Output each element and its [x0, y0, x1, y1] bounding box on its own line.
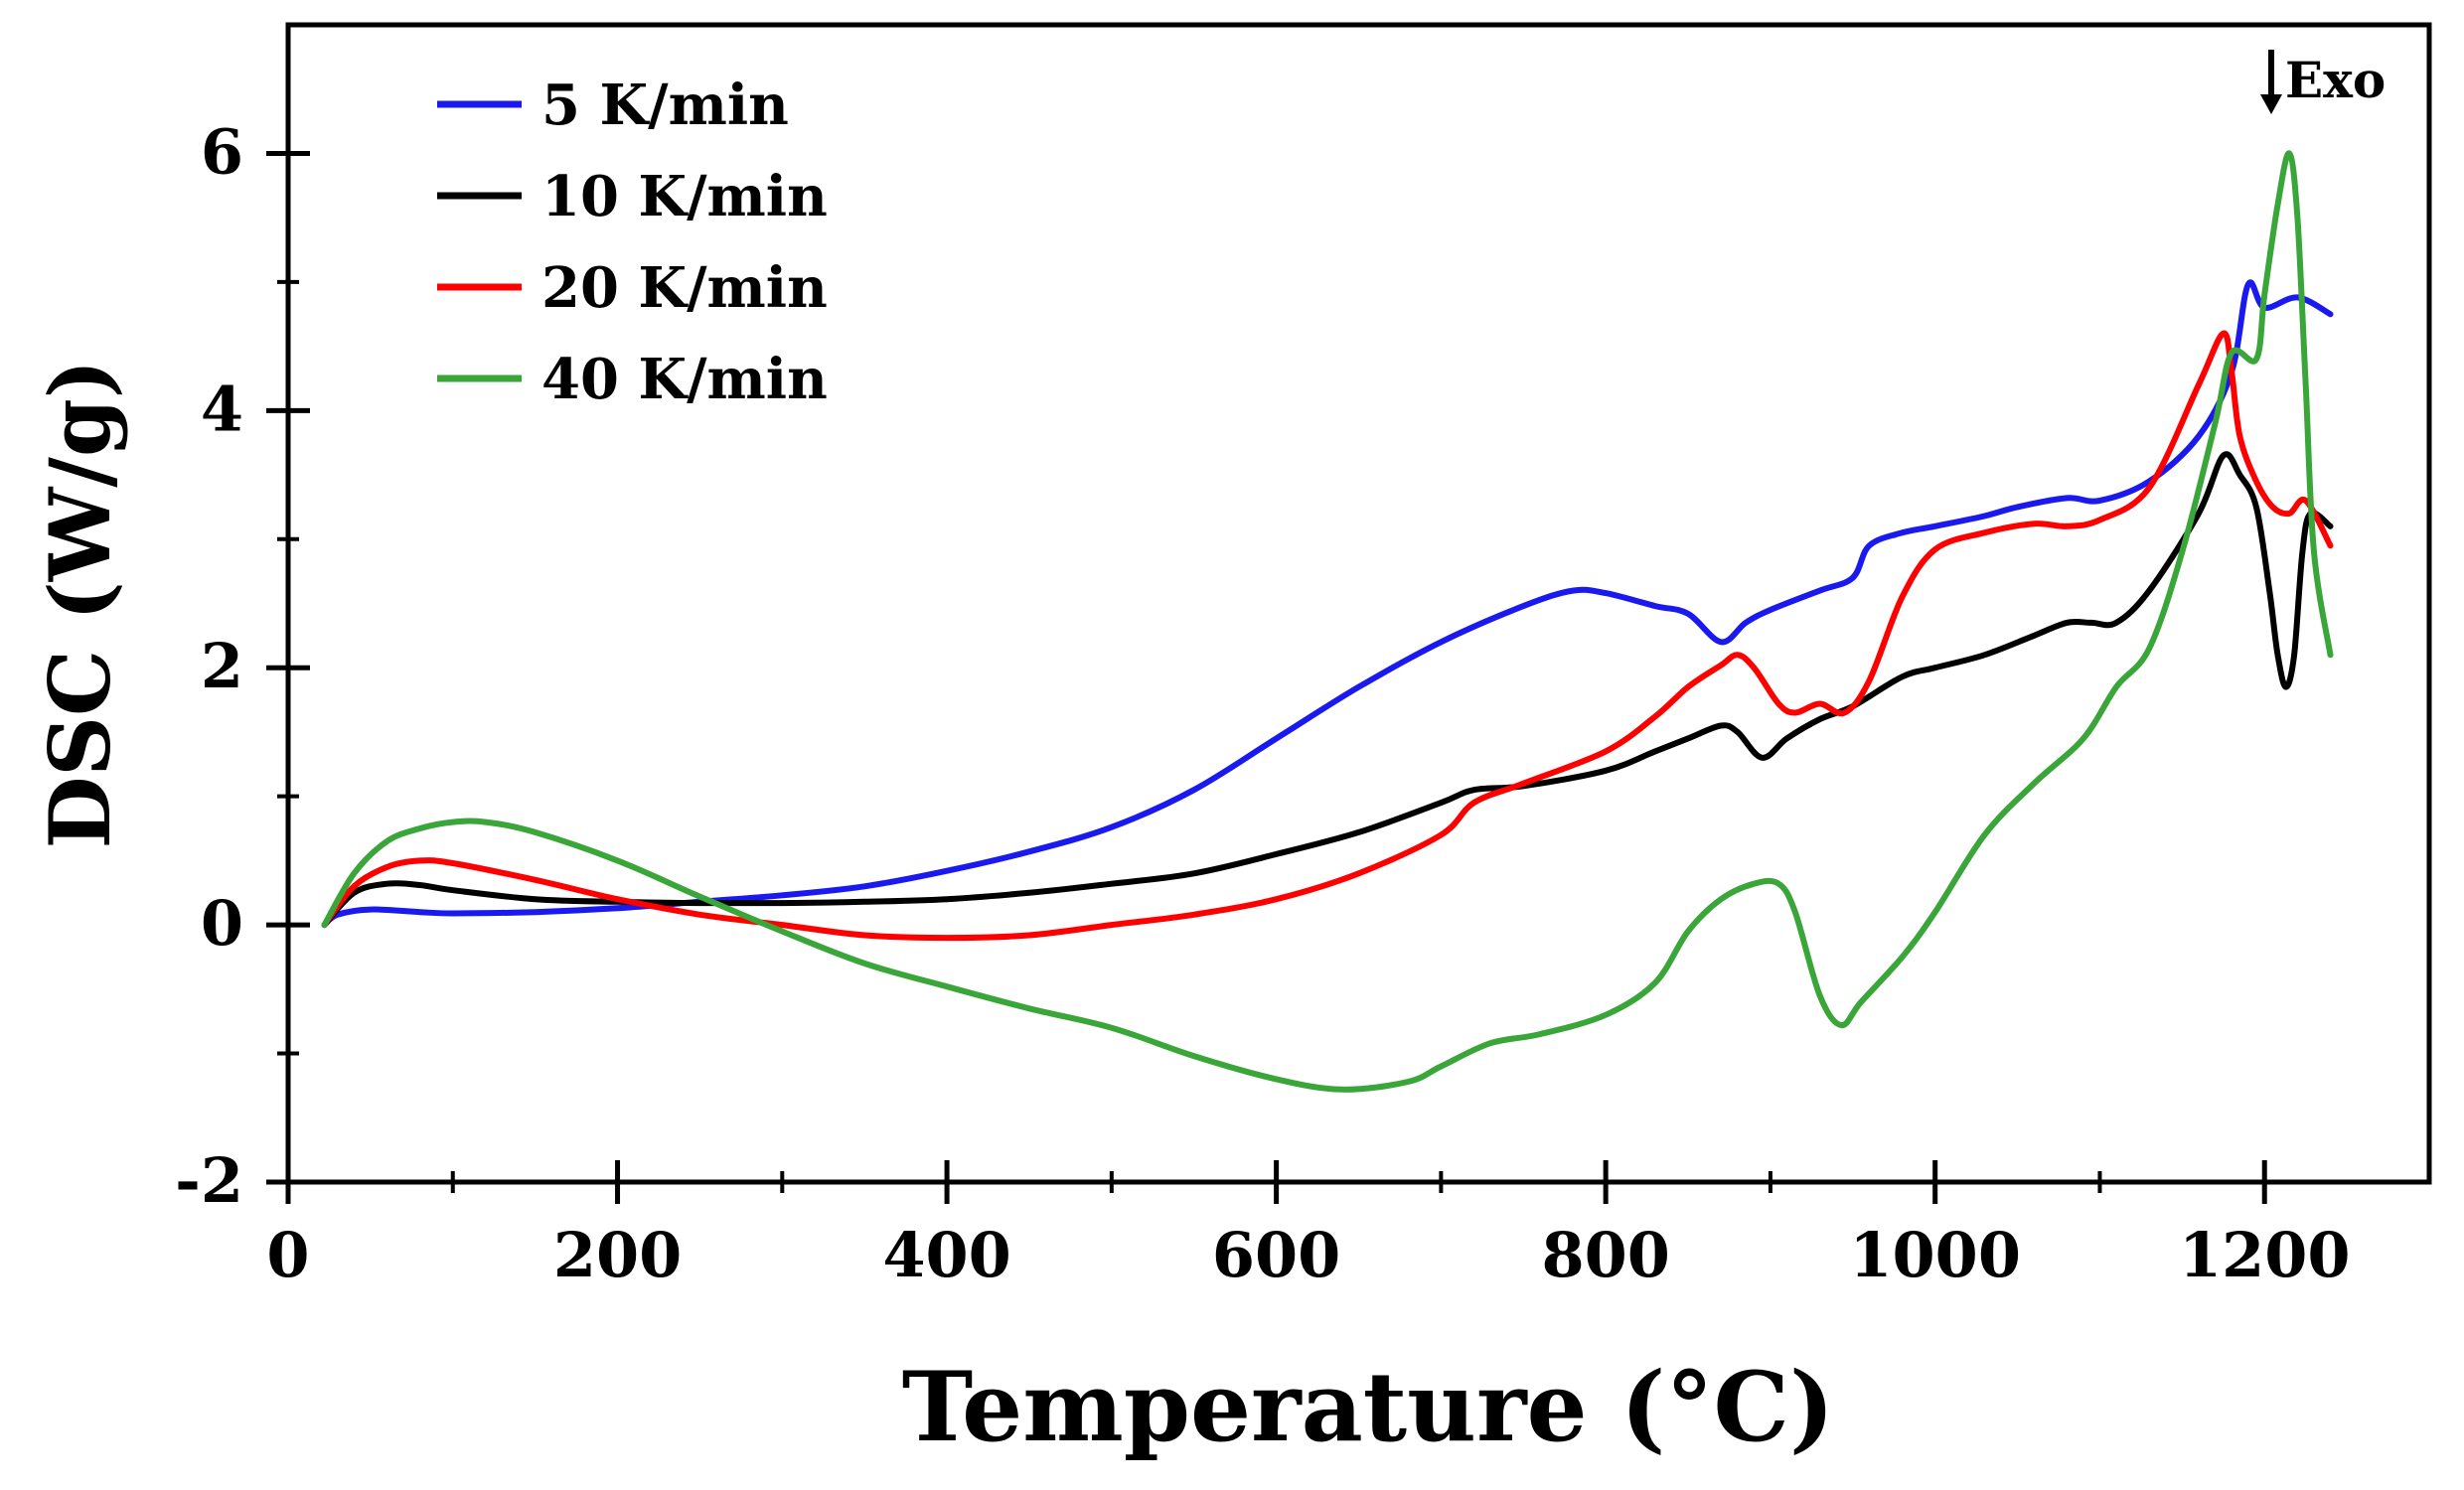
x-tick-label: 400: [882, 1219, 1010, 1291]
x-axis-label: Temperature (°C): [902, 1351, 1835, 1463]
x-tick-label: 1000: [1849, 1219, 2021, 1291]
y-tick-label: -2: [175, 1144, 243, 1217]
legend-label-40-k-min: 40 K/min: [541, 347, 828, 412]
legend-label-10-k-min: 10 K/min: [541, 164, 828, 229]
arrowhead-icon: [2260, 94, 2282, 114]
y-tick-label: 2: [201, 630, 243, 702]
series-line-10-k-min: [321, 451, 2334, 929]
y-axis-label: DSC (W/g): [31, 360, 129, 849]
series-line-20-k-min: [321, 330, 2334, 942]
plot-frame: [285, 22, 2432, 1185]
legend: 5 K/min 10 K/min 20 K/min 40 K/min: [437, 73, 828, 412]
y-tick-label: 6: [201, 115, 243, 188]
series-line-40-k-min: [321, 150, 2334, 1093]
y-tick-label: 4: [201, 372, 243, 445]
x-tick-label: 800: [1541, 1219, 1669, 1291]
legend-label-5-k-min: 5 K/min: [541, 73, 789, 138]
exo-annotation: Exo: [2260, 50, 2386, 114]
x-tick-label: 1200: [2179, 1219, 2351, 1291]
series-layer: [321, 150, 2334, 1093]
y-tick-label: 0: [201, 887, 243, 960]
x-tick-label: 200: [553, 1219, 682, 1291]
legend-label-20-k-min: 20 K/min: [541, 255, 828, 321]
axes-layer: 0 200 400 600 800 1000 1200 -2 0 2 4 6: [175, 22, 2432, 1291]
x-tick-label: 600: [1212, 1219, 1340, 1291]
exo-label: Exo: [2285, 51, 2386, 109]
x-tick-label: 0: [266, 1219, 309, 1291]
